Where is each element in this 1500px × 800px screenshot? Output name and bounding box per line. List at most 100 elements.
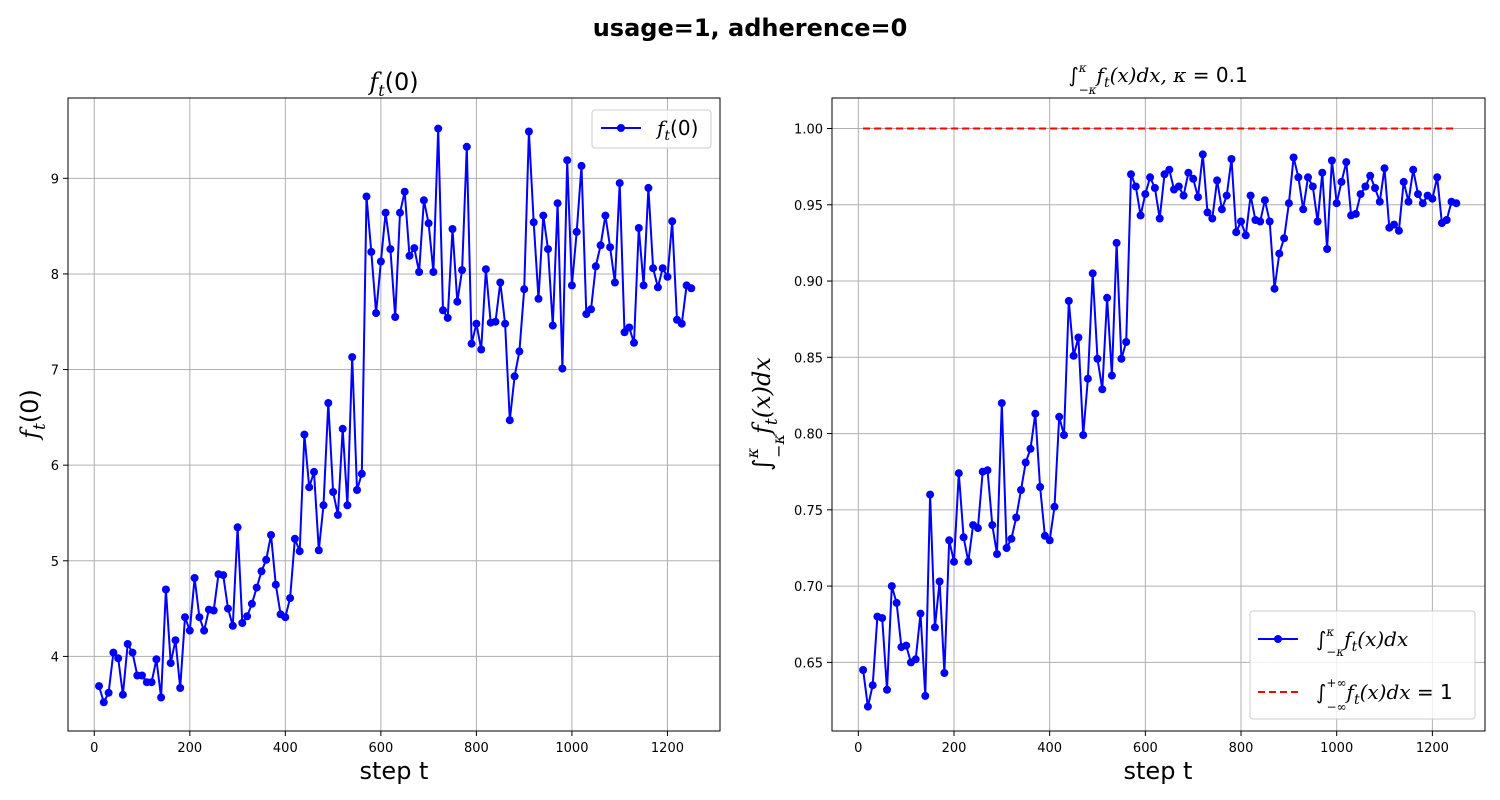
left-data-point <box>448 225 457 233</box>
right-data-point <box>1112 238 1121 247</box>
right-chart-panel: 0 200 400 600 800 1000 1200 0.65 0.70 0.75 0.80 0.8… <box>743 61 1486 785</box>
left-data-point <box>109 648 118 657</box>
left-data-point <box>410 244 419 253</box>
left-y-tick-label: 9 <box>51 172 59 187</box>
right-data-point <box>1356 190 1365 199</box>
right-data-point <box>1342 158 1351 167</box>
right-data-point <box>1074 333 1083 342</box>
right-data-point <box>1208 214 1217 223</box>
left-data-point <box>338 424 347 433</box>
left-data-point <box>300 430 309 439</box>
left-data-point <box>653 283 662 292</box>
left-data-point <box>348 353 357 362</box>
right-data-point <box>1371 184 1379 192</box>
right-y-tick-label: 0.80 <box>794 428 823 443</box>
left-y-tick-label: 8 <box>51 268 59 283</box>
left-x-tick-label: 800 <box>464 741 489 756</box>
right-data-point <box>1399 177 1408 186</box>
left-axes-frame <box>67 97 721 732</box>
right-data-point <box>945 536 954 545</box>
right-data-point <box>1155 214 1164 223</box>
right-data-point <box>1327 156 1336 165</box>
right-data-point <box>916 609 925 618</box>
left-data-point <box>443 313 452 322</box>
left-data-point <box>362 192 371 201</box>
left-legend-frame <box>591 109 712 149</box>
left-data-point <box>548 321 557 330</box>
right-data-point <box>1452 199 1461 208</box>
right-data-point <box>1036 483 1045 491</box>
left-data-point <box>99 698 108 707</box>
right-x-tick-label: 0 <box>854 741 862 756</box>
right-data-point <box>1203 208 1212 217</box>
right-data-point <box>1442 216 1451 224</box>
left-data-point <box>118 690 127 699</box>
right-data-point <box>964 557 973 566</box>
right-data-point <box>1079 431 1088 440</box>
right-data-point <box>1083 374 1092 383</box>
right-data-point <box>1189 174 1198 183</box>
right-y-tick-label: 0.65 <box>794 656 823 671</box>
left-data-point <box>157 693 166 702</box>
left-data-point <box>677 319 686 328</box>
right-data-point <box>959 533 968 542</box>
right-data-point <box>1337 177 1346 186</box>
right-y-axis-label: ∫κ −κft(x)dx <box>743 357 788 471</box>
left-data-point <box>405 251 414 260</box>
right-data-point <box>1060 431 1068 440</box>
right-data-point <box>859 666 868 674</box>
left-x-tick-label: 1200 <box>651 741 684 756</box>
left-y-tick-label: 7 <box>51 364 59 379</box>
left-ticks: 0 200 400 600 800 1000 1200 4 5 6 7 8 9 <box>51 172 684 756</box>
right-legend-frame <box>1249 610 1476 720</box>
right-x-tick-label: 1000 <box>1320 741 1353 756</box>
left-data-point <box>553 199 562 208</box>
right-ticks: 0 200 400 600 800 1000 1200 0.65 0.70 0.75 0.80 0.8… <box>794 123 1449 756</box>
left-data-point <box>114 654 123 663</box>
right-data-point <box>1069 351 1078 360</box>
left-y-tick-label: 5 <box>51 555 59 570</box>
right-data-point <box>1179 191 1188 200</box>
left-data-point <box>558 364 567 373</box>
right-data-point <box>1299 205 1308 214</box>
left-data-point <box>634 224 643 232</box>
right-y-tick-label: 0.95 <box>794 199 823 214</box>
left-x-tick-label: 400 <box>273 741 298 756</box>
left-data-point <box>639 281 648 290</box>
left-data-point <box>439 306 447 315</box>
right-data-point <box>935 577 944 586</box>
left-data-point <box>610 278 619 287</box>
left-data-point <box>649 264 658 273</box>
right-data-point <box>902 641 911 650</box>
right-data-point <box>1390 220 1399 229</box>
right-data-point <box>1165 165 1174 174</box>
right-data-point <box>1237 217 1245 226</box>
right-axes-frame <box>831 97 1486 732</box>
right-data-point <box>1375 197 1384 206</box>
left-data-point <box>668 217 677 226</box>
right-x-axis-label: step t <box>1124 757 1193 785</box>
right-data-point <box>1246 191 1255 200</box>
left-data-point <box>515 347 524 356</box>
left-data-point <box>524 127 533 136</box>
left-y-tick-label: 4 <box>51 650 59 665</box>
left-data-point <box>534 294 543 303</box>
right-data-point <box>1017 486 1025 494</box>
left-data-point <box>663 272 672 281</box>
right-data-point <box>1093 354 1102 363</box>
left-data-point <box>295 547 304 556</box>
left-data-point <box>95 682 103 691</box>
right-data-point <box>1394 226 1403 235</box>
right-x-tick-label: 400 <box>1037 741 1062 756</box>
right-data-point <box>1146 173 1155 182</box>
right-data-point <box>1050 502 1059 511</box>
right-y-tick-label: 0.90 <box>794 275 823 290</box>
right-data-point <box>973 524 982 533</box>
right-data-point <box>1260 196 1269 205</box>
right-data-point <box>1256 217 1265 226</box>
left-data-point <box>481 265 490 274</box>
left-data-point <box>314 546 323 555</box>
right-chart-title: ∫κ −κft(x)dx, κ = 0.1 <box>1068 61 1247 97</box>
right-x-tick-label: 800 <box>1229 741 1254 756</box>
